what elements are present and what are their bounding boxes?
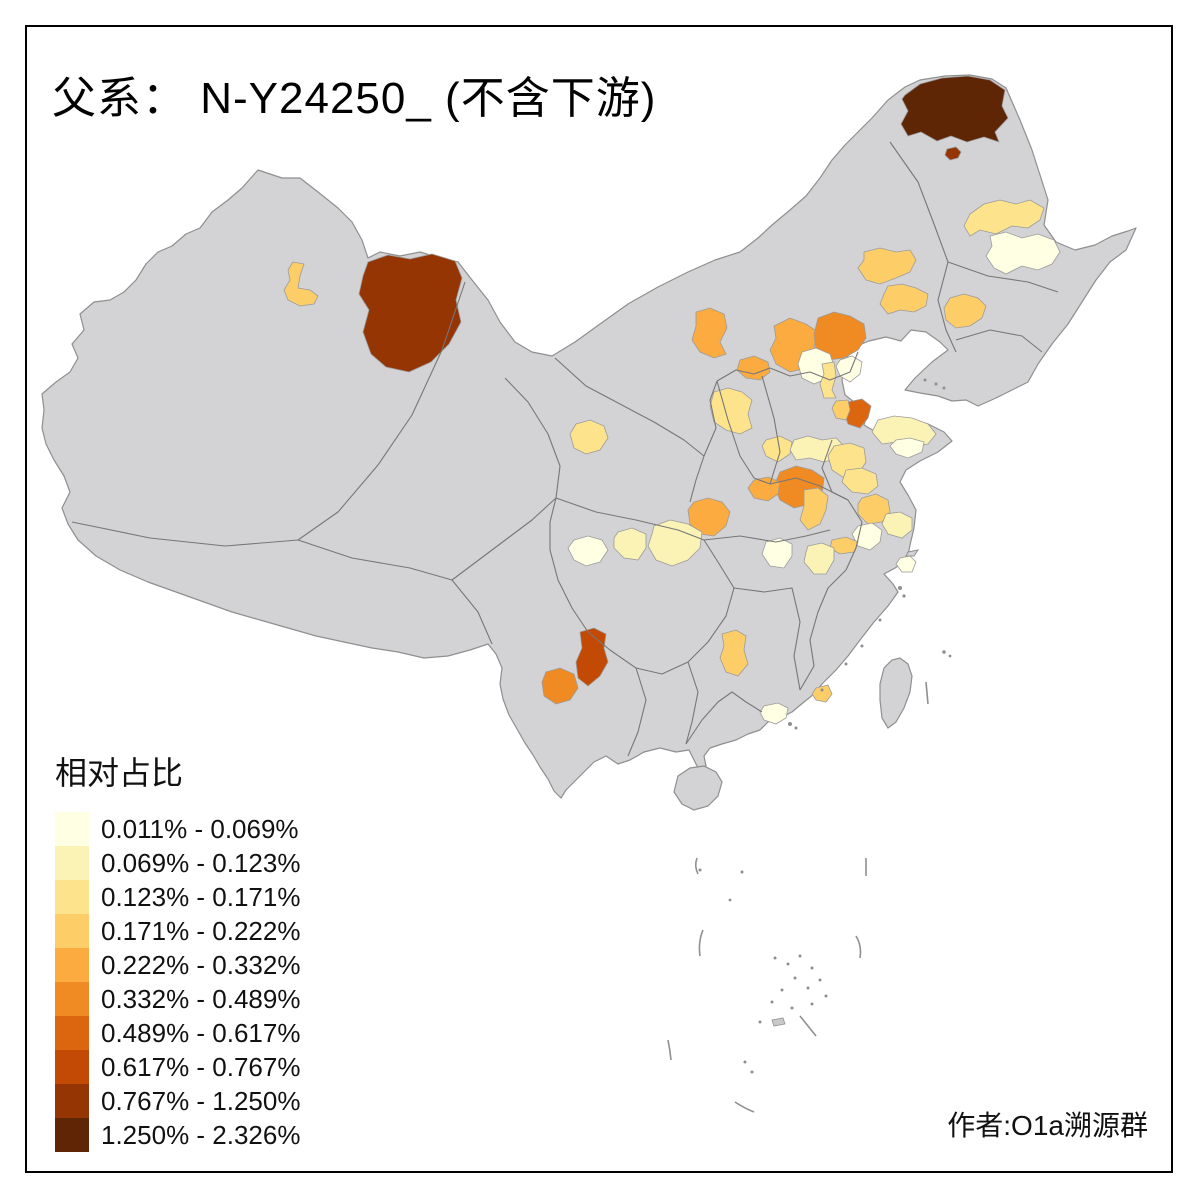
legend-row: 0.171% - 0.222%	[55, 914, 385, 948]
choropleth-region	[567, 535, 609, 567]
legend-label: 0.171% - 0.222%	[101, 915, 301, 946]
map-border-frame	[25, 25, 1173, 1173]
choropleth-region	[831, 399, 851, 421]
choropleth-region	[813, 311, 867, 361]
legend-row: 0.222% - 0.332%	[55, 948, 385, 982]
choropleth-region	[719, 629, 749, 677]
choropleth-region	[851, 522, 883, 551]
choropleth-region	[881, 511, 913, 539]
choropleth-region	[358, 253, 463, 373]
legend-label: 0.489% - 0.617%	[101, 1017, 301, 1048]
legend-row: 0.617% - 0.767%	[55, 1050, 385, 1084]
legend-label: 0.617% - 0.767%	[101, 1051, 301, 1082]
choropleth-region	[541, 667, 579, 705]
choropleth-region	[799, 487, 829, 531]
page-title: 父系： N-Y24250_ (不含下游)	[52, 74, 657, 123]
choropleth-region	[857, 247, 917, 285]
choropleth-region	[613, 527, 647, 561]
choropleth-region	[647, 519, 703, 567]
legend-swatch	[55, 812, 89, 846]
legend-row: 0.123% - 0.171%	[55, 880, 385, 914]
choropleth-region	[709, 387, 753, 435]
legend-label: 0.123% - 0.171%	[101, 881, 301, 912]
choropleth-region	[871, 415, 937, 447]
legend-title: 相对占比	[55, 755, 184, 791]
choropleth-region	[944, 146, 962, 161]
choropleth-region	[819, 361, 837, 399]
choropleth-region	[736, 355, 771, 381]
south-sea-islet	[771, 1017, 786, 1027]
legend-swatch	[55, 948, 89, 982]
legend: 相对占比 0.011% - 0.069% 0.069% - 0.123% 0.1…	[55, 748, 385, 1152]
legend-swatch	[55, 914, 89, 948]
legend-swatch	[55, 1118, 89, 1152]
choropleth-region	[761, 435, 793, 463]
choropleth-region	[857, 493, 891, 525]
choropleth-region	[889, 437, 925, 459]
province-borders	[71, 141, 1059, 757]
islands	[667, 378, 952, 1113]
nine-dash-line-segments	[667, 681, 929, 1113]
legend-label: 1.250% - 2.326%	[101, 1119, 301, 1150]
choropleth-region	[759, 702, 789, 725]
legend-label: 0.222% - 0.332%	[101, 949, 301, 980]
legend-row: 0.767% - 1.250%	[55, 1084, 385, 1118]
legend-swatch	[55, 1084, 89, 1118]
legend-row: 0.489% - 0.617%	[55, 1016, 385, 1050]
legend-row: 0.069% - 0.123%	[55, 846, 385, 880]
legend-swatch	[55, 982, 89, 1016]
legend-swatch	[55, 1016, 89, 1050]
choropleth-region	[803, 542, 835, 575]
choropleth-region	[879, 283, 929, 315]
hainan-island	[673, 765, 723, 811]
choropleth-region	[963, 199, 1045, 237]
legend-swatch	[55, 846, 89, 880]
legend-label: 0.767% - 1.250%	[101, 1085, 301, 1116]
choropleth-region	[283, 261, 319, 307]
choropleth-region	[943, 293, 987, 329]
choropleth-region	[761, 537, 793, 569]
south-china-sea-islands	[698, 378, 952, 1074]
legend-label: 0.011% - 0.069%	[101, 813, 299, 844]
legend-row: 0.332% - 0.489%	[55, 982, 385, 1016]
choropleth-region	[985, 231, 1061, 275]
legend-label: 0.332% - 0.489%	[101, 983, 301, 1014]
choropleth-region	[687, 497, 731, 537]
choropleth-region	[569, 419, 609, 455]
chongming-island	[905, 549, 920, 557]
legend-label: 0.069% - 0.123%	[101, 847, 301, 878]
choropleth-region	[811, 684, 833, 703]
choropleth-region	[691, 307, 728, 359]
legend-row: 0.011% - 0.069%	[55, 812, 385, 846]
choropleth-regions	[283, 75, 1061, 725]
legend-swatch	[55, 880, 89, 914]
legend-row: 1.250% - 2.326%	[55, 1118, 385, 1152]
legend-swatch	[55, 1050, 89, 1084]
choropleth-region	[841, 467, 879, 495]
taiwan-island	[879, 657, 913, 729]
attribution-text: 作者:O1a溯源群	[947, 1110, 1148, 1141]
choropleth-region	[900, 75, 1009, 143]
